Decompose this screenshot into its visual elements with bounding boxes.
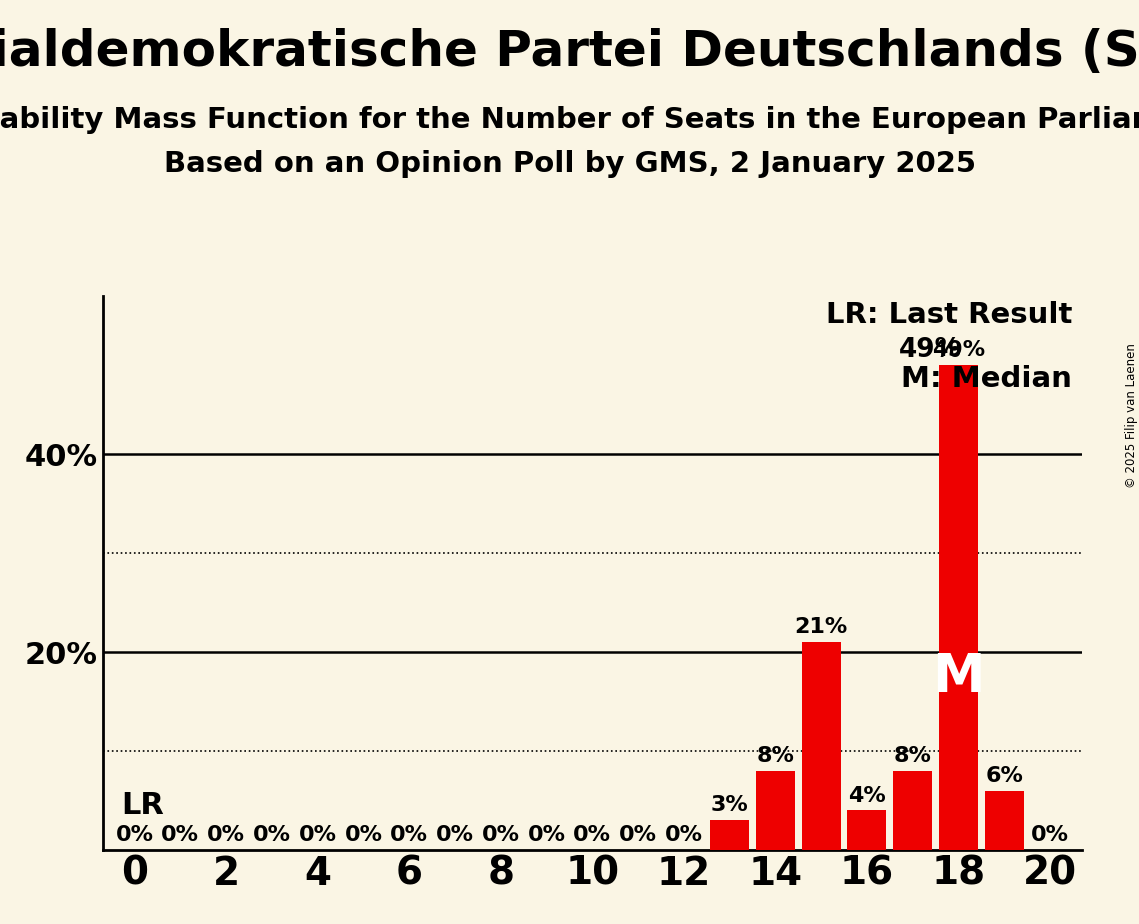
Text: 0%: 0% (665, 825, 703, 845)
Text: 0%: 0% (436, 825, 474, 845)
Bar (893, 771, 932, 850)
Text: 0%: 0% (620, 825, 657, 845)
Text: 0%: 0% (391, 825, 428, 845)
Text: 0%: 0% (344, 825, 383, 845)
Text: 8%: 8% (756, 746, 794, 766)
Text: Probability Mass Function for the Number of Seats in the European Parliament: Probability Mass Function for the Number… (0, 106, 1139, 134)
Text: 49%: 49% (932, 340, 985, 360)
Text: 8%: 8% (894, 746, 932, 766)
Text: 0%: 0% (162, 825, 199, 845)
Text: © 2025 Filip van Laenen: © 2025 Filip van Laenen (1124, 344, 1138, 488)
Bar (802, 642, 841, 850)
Text: 0%: 0% (115, 825, 154, 845)
Text: 21%: 21% (795, 617, 847, 638)
Text: 3%: 3% (711, 796, 748, 816)
Text: 0%: 0% (207, 825, 245, 845)
Text: 0%: 0% (298, 825, 337, 845)
Text: 4%: 4% (849, 785, 886, 806)
Text: 0%: 0% (1031, 825, 1070, 845)
Text: LR: Last Result: LR: Last Result (826, 301, 1072, 329)
Text: 0%: 0% (527, 825, 565, 845)
Text: 0%: 0% (253, 825, 290, 845)
Bar (756, 771, 795, 850)
Text: 0%: 0% (573, 825, 612, 845)
Text: Sozialdemokratische Partei Deutschlands (S&D): Sozialdemokratische Partei Deutschlands … (0, 28, 1139, 76)
Bar (847, 810, 886, 850)
Text: M: M (932, 650, 985, 703)
Bar (985, 791, 1024, 850)
Text: Based on an Opinion Poll by GMS, 2 January 2025: Based on an Opinion Poll by GMS, 2 Janua… (164, 150, 975, 177)
Text: 6%: 6% (985, 766, 1023, 785)
Text: LR: LR (121, 791, 164, 820)
Bar (939, 365, 978, 850)
Text: 49%: 49% (899, 337, 961, 363)
Bar (710, 821, 749, 850)
Text: M: Median: M: Median (901, 365, 1072, 393)
Text: 0%: 0% (482, 825, 519, 845)
